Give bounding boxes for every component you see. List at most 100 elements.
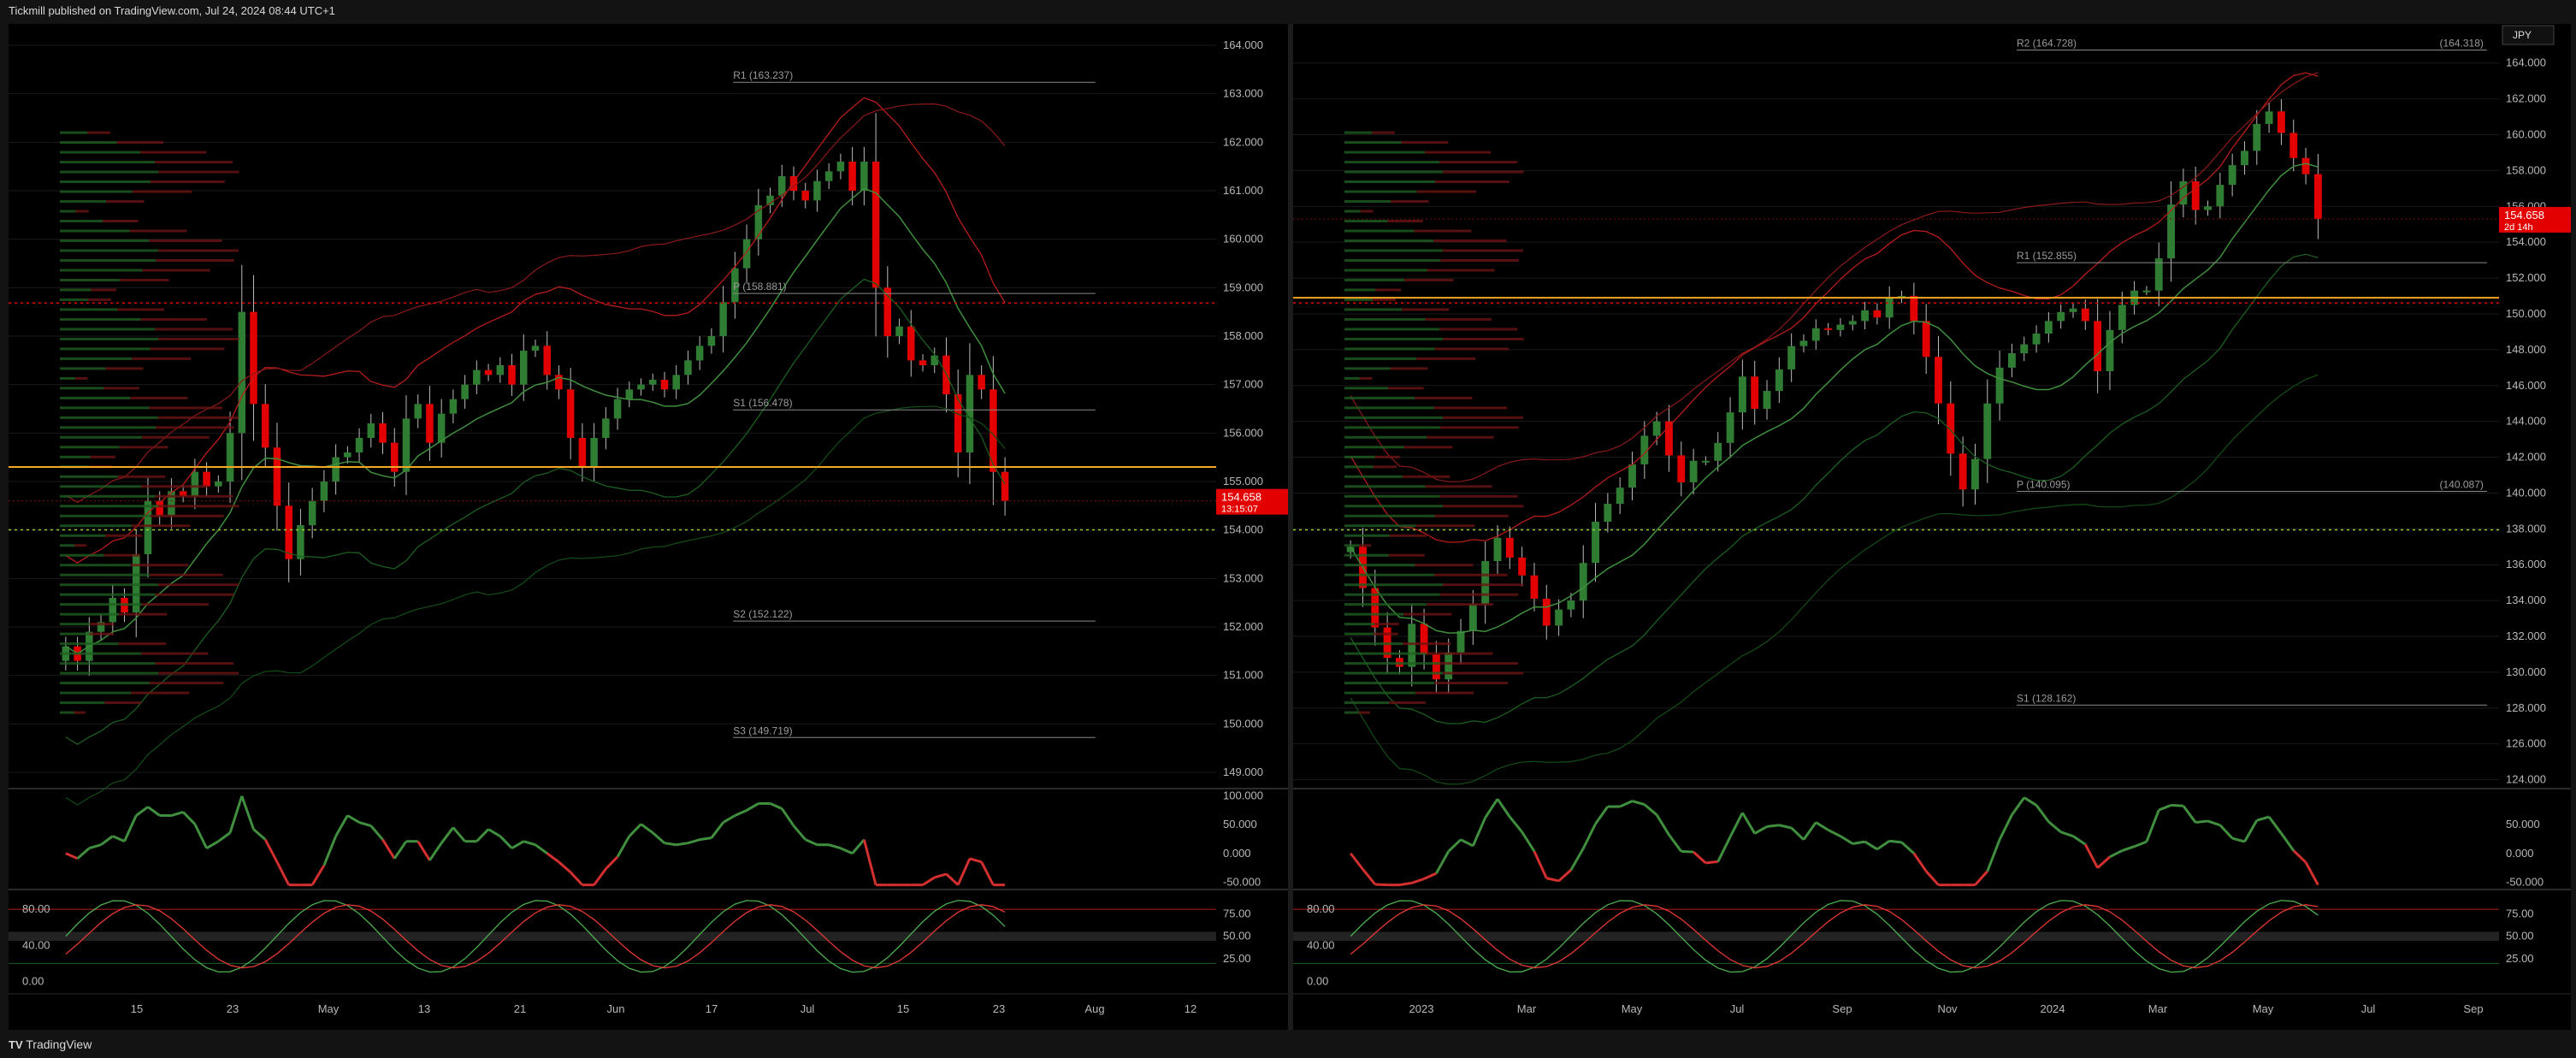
candle[interactable] xyxy=(191,471,199,496)
candle[interactable] xyxy=(156,500,163,516)
candle[interactable] xyxy=(2094,321,2102,372)
candle[interactable] xyxy=(2228,165,2236,186)
candle[interactable] xyxy=(1371,588,1380,628)
candle[interactable] xyxy=(519,351,528,385)
candle[interactable] xyxy=(1787,346,1796,369)
candle[interactable] xyxy=(1910,296,1918,322)
candle[interactable] xyxy=(578,438,587,467)
candle[interactable] xyxy=(2106,329,2114,372)
candle[interactable] xyxy=(1408,624,1416,667)
candle[interactable] xyxy=(437,413,446,443)
candle[interactable] xyxy=(1001,471,1009,501)
candle[interactable] xyxy=(1922,321,1930,358)
candle[interactable] xyxy=(801,191,809,201)
candle[interactable] xyxy=(707,336,716,346)
candle[interactable] xyxy=(1677,455,1686,482)
candle[interactable] xyxy=(144,500,152,554)
candle[interactable] xyxy=(1481,561,1490,605)
candle[interactable] xyxy=(1947,403,1955,454)
candle[interactable] xyxy=(684,360,692,375)
candle[interactable] xyxy=(461,384,469,399)
candle[interactable] xyxy=(1971,458,1979,490)
candle[interactable] xyxy=(836,162,845,172)
candle[interactable] xyxy=(813,180,821,201)
candle[interactable] xyxy=(672,375,680,390)
left-chart-svg[interactable]: 164.000 163.000 162.000 161.000 160.000 159.0… xyxy=(9,24,1288,1030)
candle[interactable] xyxy=(883,287,892,336)
candle[interactable] xyxy=(2057,311,2065,322)
candle[interactable] xyxy=(2179,180,2188,205)
candle[interactable] xyxy=(1959,453,1967,490)
candle[interactable] xyxy=(226,433,234,482)
candle[interactable] xyxy=(754,205,763,239)
candle[interactable] xyxy=(97,622,105,632)
candle[interactable] xyxy=(1775,369,1783,392)
candle[interactable] xyxy=(2301,157,2310,174)
candle[interactable] xyxy=(731,268,739,303)
candle[interactable] xyxy=(1604,504,1612,522)
candle[interactable] xyxy=(555,375,563,390)
candle[interactable] xyxy=(895,326,903,336)
candle[interactable] xyxy=(2204,206,2212,210)
candle[interactable] xyxy=(1420,624,1428,654)
candle[interactable] xyxy=(1799,340,1808,346)
candle[interactable] xyxy=(1726,412,1734,443)
candle[interactable] xyxy=(824,171,833,181)
candle[interactable] xyxy=(1493,537,1502,562)
candle[interactable] xyxy=(484,369,493,375)
candle[interactable] xyxy=(531,346,540,351)
candle[interactable] xyxy=(320,482,328,501)
candle[interactable] xyxy=(273,447,281,506)
candle[interactable] xyxy=(625,389,634,399)
candle[interactable] xyxy=(2118,304,2126,330)
candle[interactable] xyxy=(2044,321,2053,334)
candle[interactable] xyxy=(1885,298,1894,318)
candle[interactable] xyxy=(1861,310,1870,322)
candle[interactable] xyxy=(179,491,187,496)
candle[interactable] xyxy=(2007,353,2016,368)
candle[interactable] xyxy=(1995,367,2004,404)
candle[interactable] xyxy=(414,404,422,419)
candle[interactable] xyxy=(168,491,175,516)
candle[interactable] xyxy=(132,554,140,612)
right-chart-svg[interactable]: 164.000162.000160.000158.000156.000154.0… xyxy=(1293,24,2571,1030)
candle[interactable] xyxy=(907,326,915,361)
candle[interactable] xyxy=(990,389,997,472)
candle[interactable] xyxy=(2032,334,2041,345)
candle[interactable] xyxy=(766,195,774,205)
candle[interactable] xyxy=(1445,652,1453,680)
candle[interactable] xyxy=(1592,521,1599,564)
candle[interactable] xyxy=(1811,328,1820,341)
candle[interactable] xyxy=(215,482,222,487)
candle[interactable] xyxy=(649,380,657,385)
candle[interactable] xyxy=(954,394,962,452)
candle[interactable] xyxy=(2289,133,2298,158)
candle[interactable] xyxy=(637,384,645,390)
candle[interactable] xyxy=(203,471,210,487)
candle[interactable] xyxy=(1542,599,1551,626)
candle[interactable] xyxy=(1456,630,1465,653)
candle[interactable] xyxy=(590,438,598,467)
candle[interactable] xyxy=(919,360,927,365)
candle[interactable] xyxy=(602,418,610,438)
candle[interactable] xyxy=(308,500,316,525)
candle[interactable] xyxy=(426,404,434,443)
candle[interactable] xyxy=(742,239,751,269)
candle[interactable] xyxy=(1468,604,1477,631)
candle[interactable] xyxy=(871,162,880,288)
candle[interactable] xyxy=(1836,324,1845,330)
candle[interactable] xyxy=(1738,376,1746,413)
candle[interactable] xyxy=(2313,174,2322,219)
candle[interactable] xyxy=(1701,460,1710,463)
panel-divider[interactable] xyxy=(1288,24,1293,1030)
candle[interactable] xyxy=(355,438,363,452)
candle[interactable] xyxy=(860,162,868,191)
candle[interactable] xyxy=(1714,442,1722,461)
candle[interactable] xyxy=(473,369,481,385)
candle[interactable] xyxy=(789,176,798,191)
candle[interactable] xyxy=(496,365,505,375)
candle[interactable] xyxy=(660,380,669,390)
candle[interactable] xyxy=(2265,111,2273,124)
candle[interactable] xyxy=(1567,600,1575,610)
candle[interactable] xyxy=(109,598,117,623)
